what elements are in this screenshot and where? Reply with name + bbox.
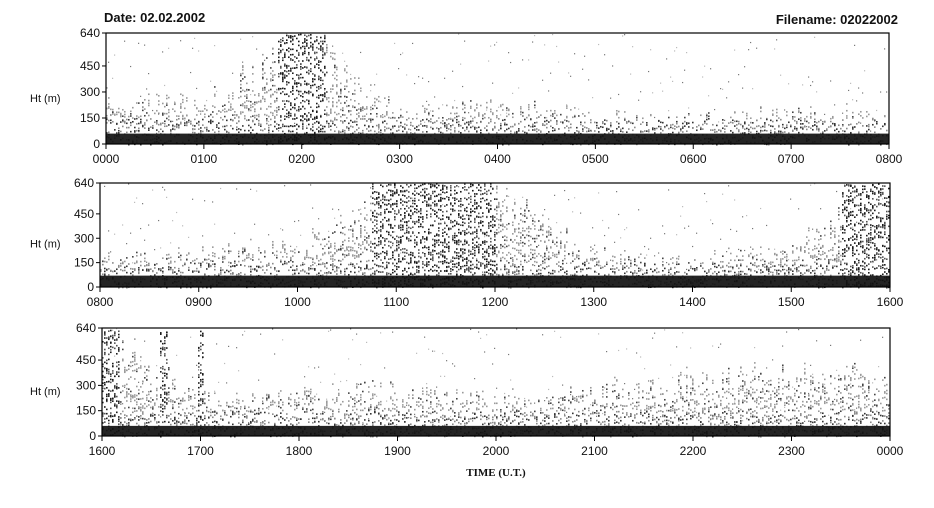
filename-label: Filename: 02022002 <box>775 12 898 27</box>
y-tick-label: 640 <box>76 321 96 335</box>
x-tick-label: 0800 <box>87 295 114 309</box>
echo-texture <box>100 183 890 289</box>
y-tick-label: 0 <box>93 137 100 151</box>
x-tick-label: 0400 <box>484 152 511 166</box>
y-tick-label: 0 <box>87 280 94 294</box>
x-tick-label: 2200 <box>680 444 707 458</box>
x-tick-label: 0000 <box>877 444 904 458</box>
y-tick-label: 300 <box>76 378 96 392</box>
panel-1: 0 150 300 450 640 Ht (m) 0000 0100 0200 0300 0400 0… <box>30 26 903 166</box>
y-tick-label: 150 <box>80 111 100 125</box>
x-tick-label: 0000 <box>93 152 120 166</box>
x-tick-label: 0200 <box>288 152 315 166</box>
y-tick-label: 450 <box>76 353 96 367</box>
x-tick-label: 2100 <box>581 444 608 458</box>
x-tick-label: 1500 <box>778 295 805 309</box>
x-tick-label: 0500 <box>582 152 609 166</box>
y-tick-label: 450 <box>74 207 94 221</box>
x-tick-label: 1200 <box>482 295 509 309</box>
x-tick-label: 0600 <box>680 152 707 166</box>
echo-texture <box>106 33 888 146</box>
surface-echo-layer <box>100 275 890 287</box>
y-tick-label: 150 <box>76 404 96 418</box>
x-tick-label: 1000 <box>284 295 311 309</box>
panel-2: 0 150 300 450 640 Ht (m) 0800 0900 1000 1100 1200 1… <box>30 176 904 309</box>
x-tick-label: 1600 <box>877 295 904 309</box>
y-axis-label: Ht (m) <box>30 93 61 105</box>
y-axis-label: Ht (m) <box>30 238 61 250</box>
x-tick-label: 0900 <box>185 295 212 309</box>
x-tick-label: 1400 <box>679 295 706 309</box>
x-tick-label: 1800 <box>286 444 313 458</box>
y-tick-label: 640 <box>80 26 100 40</box>
y-tick-label: 300 <box>80 85 100 99</box>
panel-3: 0 150 300 450 640 Ht (m) 1600 1700 1800 1900 2000 2… <box>30 321 904 479</box>
x-tick-label: 0800 <box>876 152 903 166</box>
plot-frame <box>101 327 891 437</box>
y-tick-label: 150 <box>74 256 94 270</box>
x-tick-label: 0100 <box>191 152 218 166</box>
x-tick-label: 1100 <box>383 295 409 309</box>
y-axis-label: Ht (m) <box>30 386 61 398</box>
x-tick-label: 0300 <box>386 152 413 166</box>
surface-echo-layer <box>106 133 889 144</box>
x-tick-label: 1300 <box>580 295 607 309</box>
x-tick-label: 1900 <box>384 444 411 458</box>
echo-texture <box>102 328 890 438</box>
x-tick-label: 1600 <box>89 444 116 458</box>
y-tick-label: 300 <box>74 231 94 245</box>
x-tick-label: 0700 <box>778 152 805 166</box>
y-tick-label: 0 <box>89 429 96 443</box>
surface-echo-layer <box>102 425 890 436</box>
x-tick-label: 2300 <box>778 444 805 458</box>
x-tick-label: 2000 <box>483 444 510 458</box>
date-label: Date: 02.02.2002 <box>104 10 206 25</box>
x-tick-label: 1700 <box>187 444 214 458</box>
y-tick-label: 640 <box>74 176 94 190</box>
y-tick-label: 450 <box>80 59 100 73</box>
x-axis-title: TIME (U.T.) <box>466 467 526 479</box>
